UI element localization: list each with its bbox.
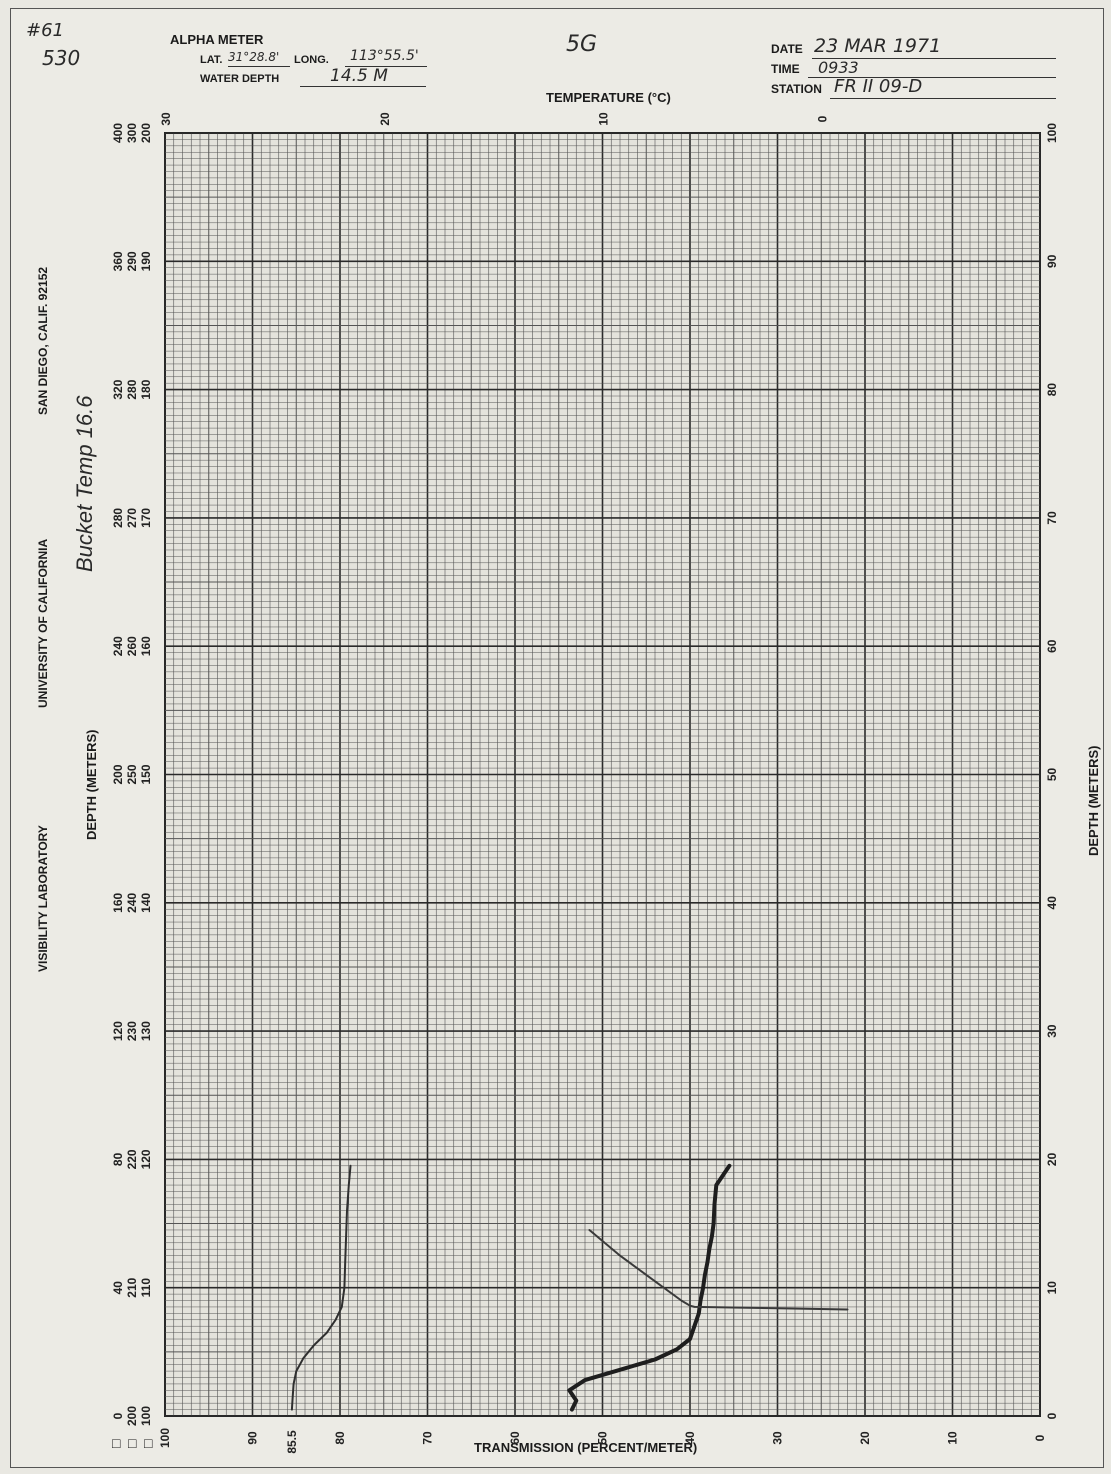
x-tick-label: 70 <box>421 1431 435 1445</box>
x-tick-label: 60 <box>508 1431 522 1445</box>
left-depth-tick-label: 220 <box>125 1149 139 1169</box>
left-depth-tick-label: 80 <box>111 1152 125 1166</box>
left-depth-tick-label: 210 <box>125 1277 139 1297</box>
check-box-1: □ <box>112 1435 121 1451</box>
left-depth-tick-label: 320 <box>111 379 125 399</box>
lat-label: LAT. <box>200 54 223 66</box>
right-depth-tick-label: 40 <box>1045 896 1059 910</box>
corner-note-2: 530 <box>42 46 81 70</box>
left-depth-tick-label: 400 <box>111 123 125 143</box>
left-depth-tick-label: 130 <box>139 1021 153 1041</box>
corner-note-1: #61 <box>26 20 64 41</box>
right-depth-tick-label: 90 <box>1045 254 1059 268</box>
left-depth-tick-label: 200 <box>111 764 125 784</box>
series-line-1 <box>290 1164 352 1411</box>
time-underline <box>808 77 1056 78</box>
lat-underline <box>228 66 290 67</box>
x-tick-label: 100 <box>158 1428 172 1448</box>
check-box-3: □ <box>144 1435 153 1451</box>
left-depth-tick-label: 170 <box>139 508 153 528</box>
temperature-tick-label: 30 <box>159 112 173 126</box>
x-tick-label: 10 <box>946 1431 960 1445</box>
left-depth-tick-label: 300 <box>125 123 139 143</box>
temperature-tick-label: 10 <box>597 112 611 126</box>
long-underline <box>345 66 427 67</box>
form-title: ALPHA METER <box>170 32 264 47</box>
x-tick-label: 80 <box>333 1431 347 1445</box>
long-label: LONG. <box>294 54 329 66</box>
left-depth-tick-label: 150 <box>139 764 153 784</box>
left-depth-tick-label: 240 <box>111 636 125 656</box>
station-value: FR II 09-D <box>834 76 923 97</box>
x-annotation-85-5: 85.5 <box>285 1430 299 1454</box>
left-depth-tick-label: 290 <box>125 251 139 271</box>
left-depth-tick-label: 270 <box>125 508 139 528</box>
left-depth-tick-label: 200 <box>139 123 153 143</box>
x-tick-label: 0 <box>1033 1434 1047 1441</box>
left-depth-tick-label: 250 <box>125 764 139 784</box>
chart-grid <box>164 132 1041 1417</box>
water-depth-underline <box>300 86 426 87</box>
x-tick-label: 40 <box>683 1431 697 1445</box>
station-underline <box>830 98 1056 99</box>
left-depth-tick-label: 230 <box>125 1021 139 1041</box>
right-depth-tick-label: 100 <box>1045 123 1059 143</box>
water-depth-label: WATER DEPTH <box>200 73 280 85</box>
date-value: 23 MAR 1971 <box>814 35 942 57</box>
left-depth-tick-label: 260 <box>125 636 139 656</box>
x-tick-label: 20 <box>858 1431 872 1445</box>
right-depth-tick-label: 70 <box>1045 511 1059 525</box>
x-tick-label: 90 <box>246 1431 260 1445</box>
center-note: 5G <box>566 32 598 57</box>
date-underline <box>812 58 1056 59</box>
right-depth-tick-label: 50 <box>1045 768 1059 782</box>
x-tick-label: 30 <box>771 1431 785 1445</box>
chart-series <box>290 1163 849 1412</box>
water-depth-value: 14.5 M <box>330 66 388 86</box>
x-tick-label: 50 <box>596 1431 610 1445</box>
left-depth-tick-label: 180 <box>139 379 153 399</box>
left-depth-tick-label: 240 <box>125 892 139 912</box>
left-depth-tick-label: 160 <box>111 892 125 912</box>
left-depth-tick-label: 280 <box>111 508 125 528</box>
transmission-axis-label: TRANSMISSION (PERCENT/METER) <box>474 1440 698 1455</box>
right-depth-tick-label: 80 <box>1045 383 1059 397</box>
temperature-tick-label: 20 <box>378 112 392 126</box>
right-depth-tick-label: 0 <box>1045 1412 1059 1419</box>
left-depth-tick-label: 120 <box>111 1021 125 1041</box>
left-depth-tick-label: 280 <box>125 379 139 399</box>
left-depth-tick-label: 160 <box>139 636 153 656</box>
left-depth-tick-label: 110 <box>139 1278 153 1298</box>
temperature-tick-label: 0 <box>815 115 829 122</box>
time-value: 0933 <box>818 58 859 77</box>
y-tick-labels: 0102030405060708090100040801201602002402… <box>111 123 1059 1426</box>
left-depth-tick-label: 0 <box>111 1412 125 1419</box>
x-tick-labels: 100 90 80 70 60 50 40 30 20 10 030 20 10 0 <box>158 112 1047 1448</box>
left-depth-tick-label: 190 <box>139 251 153 271</box>
left-depth-tick-label: 360 <box>111 251 125 271</box>
left-depth-tick-label: 100 <box>139 1406 153 1426</box>
series-line-3 <box>588 1229 849 1311</box>
date-label: DATE <box>771 42 803 56</box>
station-label: STATION <box>771 82 822 96</box>
left-depth-tick-label: 40 <box>111 1281 125 1295</box>
right-depth-tick-label: 20 <box>1045 1152 1059 1166</box>
right-depth-tick-label: 10 <box>1045 1281 1059 1295</box>
long-value: 113°55.5' <box>350 48 419 64</box>
right-depth-tick-label: 60 <box>1045 639 1059 653</box>
check-box-2: □ <box>128 1435 137 1451</box>
time-label: TIME <box>771 62 800 76</box>
temperature-axis-label: TEMPERATURE (°C) <box>546 90 671 105</box>
right-depth-tick-label: 30 <box>1045 1024 1059 1038</box>
left-depth-tick-label: 200 <box>125 1406 139 1426</box>
left-depth-tick-label: 140 <box>139 892 153 912</box>
left-depth-tick-label: 120 <box>139 1149 153 1169</box>
lat-value: 31°28.8' <box>228 50 280 64</box>
